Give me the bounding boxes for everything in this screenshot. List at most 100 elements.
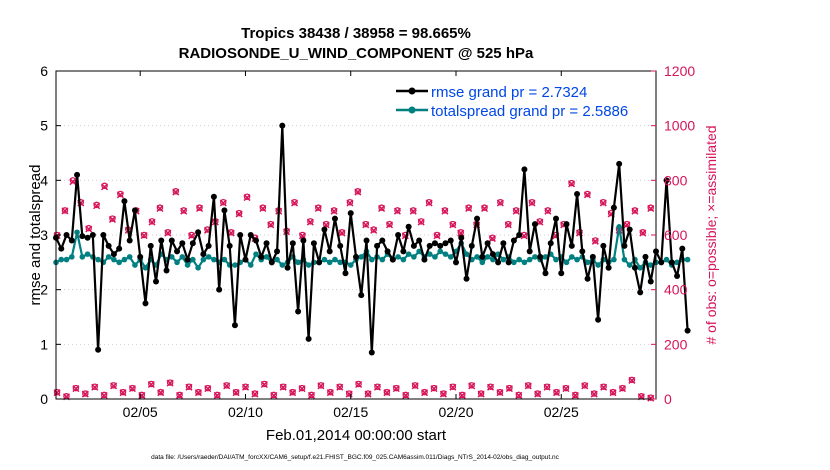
rmse-point [447, 237, 454, 244]
rmse-point [321, 226, 328, 233]
obs-possible-marker [581, 382, 589, 389]
obs-assimilated-marker [383, 389, 391, 397]
obs-assimilated-marker [85, 225, 93, 233]
rmse-point [358, 292, 365, 299]
obs-assimilated-marker [364, 390, 372, 398]
spread-point [179, 254, 186, 260]
rmse-point [510, 237, 517, 244]
spread-point [568, 254, 575, 260]
obs-assimilated-marker [378, 204, 386, 213]
obs-assimilated-marker [213, 391, 221, 399]
spread-point [395, 254, 401, 260]
obs-assimilated-marker [409, 207, 417, 215]
obs-possible-marker [235, 209, 243, 217]
obs-assimilated-marker [568, 180, 576, 188]
obs-possible-marker [148, 218, 156, 225]
spread-point [184, 262, 191, 268]
spread-point [95, 256, 101, 263]
rmse-point [542, 270, 549, 277]
obs-assimilated-marker [235, 210, 243, 218]
spread-point [526, 256, 533, 263]
obs-assimilated-marker [599, 199, 607, 207]
obs-possible-marker [327, 388, 334, 396]
x-tick-label: 02/10 [228, 404, 263, 420]
spread-point [616, 224, 622, 230]
spread-point [611, 256, 617, 263]
obs-assimilated-marker [496, 389, 504, 397]
rmse-point [63, 232, 70, 238]
obs-possible-marker [599, 198, 607, 206]
obs-possible-marker [370, 226, 377, 233]
obs-possible-marker [647, 204, 654, 211]
spread-point [132, 262, 138, 268]
obs-assimilated-marker [385, 221, 394, 229]
rmse-point [458, 234, 465, 241]
spread-point [400, 256, 407, 263]
obs-possible-marker [534, 390, 541, 397]
obs-possible-marker [110, 382, 117, 389]
obs-assimilated-marker [505, 385, 513, 393]
obs-possible-marker [512, 207, 520, 214]
rmse-point [79, 233, 86, 240]
rmse-point [142, 300, 149, 307]
obs-possible-marker [77, 198, 85, 206]
spread-point [368, 256, 375, 263]
rmse-point [384, 248, 391, 255]
y-right-axis-label: # of obs: o=possible; ×=assimilated [703, 125, 719, 344]
obs-assimilated-marker [108, 215, 116, 223]
obs-assimilated-marker [219, 199, 227, 207]
obs-possible-marker [267, 220, 275, 228]
rmse-point [368, 349, 375, 356]
obs-assimilated-marker [515, 391, 523, 399]
spread-point [626, 262, 633, 268]
obs-possible-marker [322, 220, 330, 228]
obs-assimilated-marker [223, 382, 231, 390]
obs-possible-marker [506, 384, 513, 392]
rmse-point [679, 245, 686, 252]
spread-point [79, 254, 86, 260]
obs-assimilated-marker [458, 391, 466, 399]
obs-assimilated-marker [393, 207, 401, 215]
obs-possible-marker [393, 384, 400, 392]
rmse-point [179, 240, 186, 247]
spread-point [663, 256, 670, 263]
obs-possible-marker [584, 190, 591, 198]
y-left-axis-ticks: 0 1 2 3 4 5 6 [40, 63, 61, 407]
spread-point [142, 265, 149, 271]
obs-possible-marker [562, 384, 570, 392]
rmse-point [153, 278, 159, 285]
obs-possible-marker [53, 388, 61, 396]
y-left-axis-label: rmse and totalspread [27, 165, 44, 306]
obs-possible-marker [72, 384, 80, 392]
rmse-point [621, 242, 628, 249]
rmse-point [531, 221, 538, 228]
obs-possible-marker [544, 207, 552, 214]
rmse-point [674, 273, 681, 279]
obs-assimilated-marker [259, 204, 267, 213]
legend-spread-marker [408, 106, 416, 114]
obs-assimilated-marker [477, 390, 485, 398]
obs-possible-marker [129, 384, 136, 392]
obs-possible-marker [543, 383, 551, 390]
obs-assimilated-marker [330, 207, 338, 215]
obs-possible-marker [315, 204, 322, 211]
rmse-point [305, 335, 312, 342]
spread-point [121, 256, 128, 263]
obs-possible-marker [330, 207, 338, 214]
rmse-point [84, 234, 91, 241]
rmse-point [610, 204, 617, 211]
rmse-point [195, 229, 202, 236]
rmse-point [558, 270, 565, 277]
obs-possible-marker [374, 383, 381, 390]
obs-assimilated-marker [128, 385, 136, 393]
obs-possible-marker [459, 391, 466, 399]
spread-point [595, 262, 601, 268]
obs-assimilated-marker [326, 389, 334, 397]
obs-possible-marker [308, 391, 315, 399]
obs-possible-marker [204, 384, 212, 392]
obs-assimilated-marker [430, 385, 438, 393]
y-left-tick-label: 2 [40, 282, 48, 298]
rmse-point [379, 237, 386, 244]
chart-title-line2: RADIOSONDE_U_WIND_COMPONENT @ 525 hPa [179, 45, 534, 62]
